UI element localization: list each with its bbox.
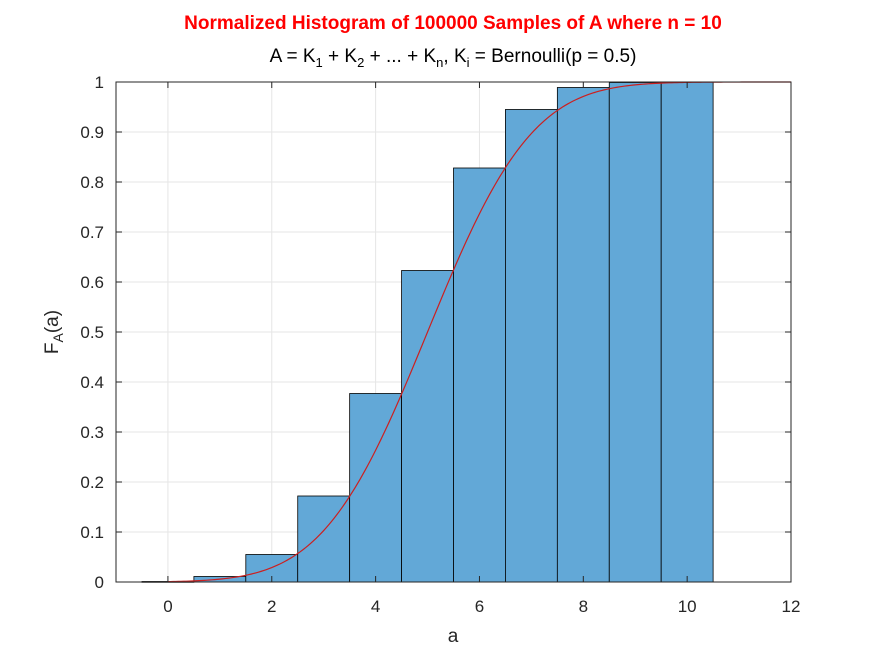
subtitle-part-1: A = K bbox=[270, 46, 316, 67]
histogram-bar bbox=[608, 82, 662, 583]
y-axis-ticks: 0 0.1 0.2 0.3 0.4 0.5 0.6 0.7 0.8 0.9 1 bbox=[80, 73, 791, 592]
histogram-bar bbox=[349, 393, 402, 583]
y-tick-label: 0.7 bbox=[80, 223, 104, 242]
y-tick-label: 1 bbox=[95, 73, 104, 92]
x-tick-label: 4 bbox=[371, 597, 380, 616]
x-tick-label: 6 bbox=[475, 597, 484, 616]
subtitle-sub-1: 1 bbox=[316, 55, 323, 70]
histogram-bar bbox=[453, 167, 506, 583]
y-tick-label: 0.1 bbox=[80, 523, 104, 542]
subtitle-sub-2: 2 bbox=[357, 55, 364, 70]
histogram-bar bbox=[660, 81, 714, 583]
subtitle-sub-i: i bbox=[467, 55, 470, 70]
subtitle-part-3: + ... + K bbox=[364, 46, 436, 67]
y-tick-label: 0.3 bbox=[80, 423, 104, 442]
y-tick-label: 0.9 bbox=[80, 123, 104, 142]
x-tick-label: 8 bbox=[579, 597, 588, 616]
x-tick-label: 10 bbox=[678, 597, 697, 616]
subtitle-part-2: + K bbox=[323, 46, 358, 67]
histogram-bar bbox=[556, 87, 610, 583]
y-tick-label: 0.6 bbox=[80, 273, 104, 292]
x-axis-ticks: 0 2 4 6 8 10 12 bbox=[163, 82, 800, 616]
y-label-sub: A bbox=[50, 332, 66, 342]
chart-title: Normalized Histogram of 100000 Samples o… bbox=[184, 13, 722, 34]
histogram-bar bbox=[401, 270, 454, 583]
y-label-main: F bbox=[42, 342, 63, 354]
y-tick-label: 0.5 bbox=[80, 323, 104, 342]
histogram-bars bbox=[141, 81, 714, 583]
y-tick-label: 0.2 bbox=[80, 473, 104, 492]
x-axis-label: a bbox=[448, 626, 459, 647]
y-tick-label: 0.4 bbox=[80, 373, 104, 392]
x-tick-label: 2 bbox=[267, 597, 276, 616]
x-tick-label: 12 bbox=[782, 597, 801, 616]
x-tick-label: 0 bbox=[163, 597, 172, 616]
y-label-rest: (a) bbox=[42, 310, 63, 333]
histogram-bar bbox=[297, 495, 351, 583]
y-axis-label: FA(a) bbox=[42, 310, 66, 354]
y-tick-label: 0 bbox=[95, 573, 104, 592]
histogram-bar bbox=[505, 109, 558, 583]
subtitle-sub-n: n bbox=[436, 55, 443, 70]
y-tick-label: 0.8 bbox=[80, 173, 104, 192]
chart-subtitle: A = K1 + K2 + ... + Kn, Ki = Bernoulli(p… bbox=[270, 46, 637, 70]
subtitle-part-4: , K bbox=[443, 46, 467, 67]
subtitle-part-5: = Bernoulli(p = 0.5) bbox=[470, 46, 637, 67]
